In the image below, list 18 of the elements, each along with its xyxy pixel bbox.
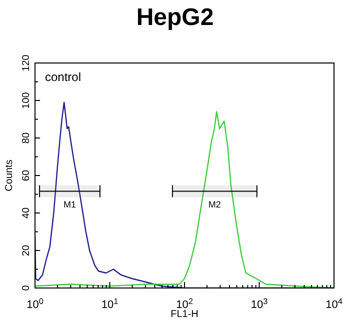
annotation: control [45, 70, 82, 84]
y-tick-label: 20 [21, 244, 32, 256]
y-tick-label: 120 [21, 54, 32, 72]
x-tick-label: 10$^{2}$ [176, 296, 194, 311]
band-label: M2 [208, 199, 221, 210]
y-tick-label: 40 [21, 207, 32, 219]
x-tick-label: 10$^{3}$ [250, 296, 268, 311]
y-tick-label: 60 [21, 170, 32, 182]
y-axis-title: Counts [4, 160, 15, 192]
chart-title: HepG2 [135, 4, 215, 32]
y-tick-label: 0 [21, 284, 32, 291]
x-tick-label: 10$^{0}$ [26, 296, 44, 311]
band-label: M1 [64, 199, 76, 210]
x-tick-label: 10$^{4}$ [326, 296, 343, 311]
x-tick-label: 10$^{1}$ [101, 296, 119, 311]
x-axis-title: FL1-H [170, 309, 198, 320]
y-tick-label: 80 [21, 132, 32, 144]
y-tick-label: 100 [21, 92, 32, 109]
